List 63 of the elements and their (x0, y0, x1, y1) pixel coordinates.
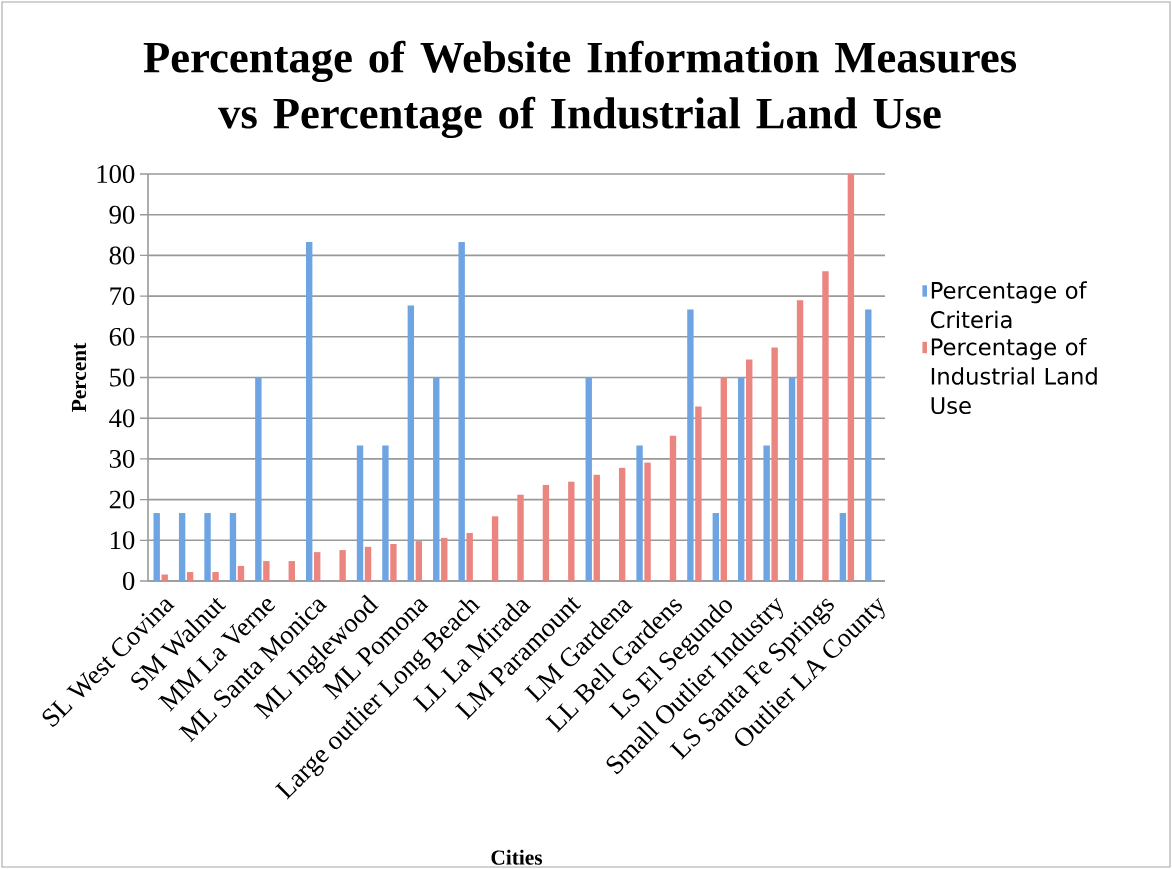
bar (415, 541, 423, 582)
bar (839, 513, 847, 582)
y-tick-label: 70 (110, 287, 135, 306)
bar (390, 543, 397, 582)
bar (568, 481, 575, 582)
bar (763, 445, 770, 582)
bar (644, 462, 651, 582)
bar (712, 513, 720, 582)
bar (669, 435, 677, 582)
y-tick-label: 30 (109, 449, 135, 468)
bar (229, 513, 237, 582)
bar (382, 445, 389, 582)
y-tick-label: 100 (97, 165, 135, 183)
bar (542, 484, 550, 582)
y-tick-label: 0 (122, 572, 135, 590)
y-tick-label: 50 (110, 368, 135, 387)
bar (356, 445, 364, 582)
bar (153, 513, 160, 582)
bar (364, 546, 372, 582)
x-axis-title: Cities (491, 849, 543, 865)
y-axis-title: Percent (71, 342, 87, 412)
bar (237, 565, 245, 582)
y-tick-label: 40 (109, 409, 135, 428)
bar (407, 305, 415, 582)
y-tick-label: 20 (109, 490, 135, 509)
bar (212, 572, 219, 582)
bar (339, 550, 346, 582)
bar (186, 572, 194, 582)
bar (796, 300, 804, 582)
bar (593, 474, 600, 582)
bar (618, 467, 626, 582)
chart-title: Percentage of Website Information Measures vs Percentage of Industrial Land Use (143, 40, 1017, 139)
bar (865, 309, 872, 582)
bar (466, 532, 473, 582)
bar (313, 552, 321, 582)
bar (491, 516, 499, 582)
bar (788, 377, 796, 582)
bar (771, 347, 778, 582)
bar (288, 561, 295, 582)
y-tick-label: 90 (109, 205, 135, 224)
bar (687, 309, 694, 582)
bar (822, 271, 829, 582)
bar (305, 241, 313, 582)
legend-label: Percentage of Criteria (930, 281, 1087, 329)
bar (458, 241, 465, 582)
bar (720, 377, 728, 582)
bar (738, 377, 745, 582)
bar (585, 377, 592, 582)
bar (263, 561, 270, 582)
bar (847, 174, 855, 582)
bar (695, 406, 702, 582)
bar (636, 445, 643, 582)
bar (204, 513, 211, 582)
bar (746, 359, 753, 582)
bar (178, 513, 186, 582)
y-tick-label: 10 (110, 531, 135, 550)
y-tick-label: 80 (109, 246, 135, 265)
y-tick-label: 60 (109, 327, 135, 346)
bar (433, 377, 440, 582)
legend-label: Percentage of Industrial Land Use (931, 337, 1097, 415)
bar (441, 537, 448, 582)
bar (255, 377, 262, 582)
bar (517, 494, 524, 582)
